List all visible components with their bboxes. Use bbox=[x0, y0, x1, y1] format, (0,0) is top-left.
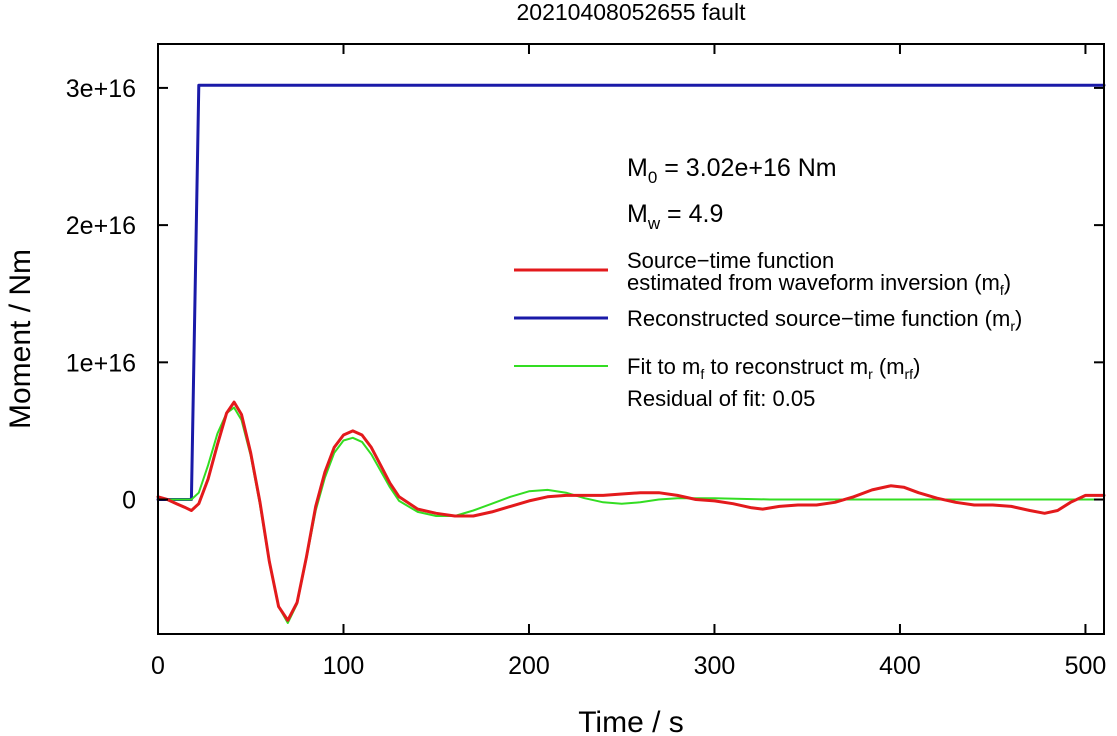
x-tick-label: 500 bbox=[1065, 652, 1107, 680]
m0-symbol: M bbox=[627, 154, 648, 182]
annotation-m0: M0 = 3.02e+16 Nm bbox=[627, 154, 837, 187]
mw-value: = 4.9 bbox=[660, 200, 723, 228]
legend-label-mf-line1: Source−time function bbox=[627, 248, 834, 273]
plot-frame bbox=[157, 43, 1105, 635]
x-tick-label: 300 bbox=[694, 652, 736, 680]
y-tick-label: 3e+16 bbox=[66, 75, 136, 103]
chart-title: 20210408052655 fault bbox=[517, 0, 747, 25]
y-tick-label: 1e+16 bbox=[66, 349, 136, 377]
svg-text:Mw = 4.9: Mw = 4.9 bbox=[627, 200, 723, 233]
mw-symbol: M bbox=[627, 200, 648, 228]
m0-value: = 3.02e+16 Nm bbox=[657, 154, 836, 182]
mw-subscript: w bbox=[647, 214, 661, 233]
y-tick-label: 2e+16 bbox=[66, 212, 136, 240]
y-tick-label: 0 bbox=[122, 487, 136, 515]
x-tick-label: 200 bbox=[508, 652, 550, 680]
x-axis-title: Time / s bbox=[578, 706, 684, 736]
x-tick-label: 100 bbox=[323, 652, 365, 680]
x-tick-label: 400 bbox=[879, 652, 921, 680]
annotation-mw: Mw = 4.9 bbox=[627, 200, 723, 233]
svg-text:M0 = 3.02e+16 Nm: M0 = 3.02e+16 Nm bbox=[627, 154, 837, 187]
legend-label-mf-line2: estimated from waveform inversion (mf) bbox=[627, 270, 1011, 298]
series-line-mf bbox=[156, 400, 1106, 622]
y-axis-title: Moment / Nm bbox=[4, 249, 37, 429]
m0-subscript: 0 bbox=[648, 168, 657, 187]
axis-ticks: 0 100 200 300 400 500 0 1e+16 2e+16 3e+16 bbox=[66, 44, 1107, 680]
legend: Source−time function estimated from wave… bbox=[514, 248, 1022, 411]
residual-annotation: Residual of fit: 0.05 bbox=[627, 386, 815, 411]
x-tick-label: 0 bbox=[151, 652, 165, 680]
legend-label-mr: Reconstructed source−time function (mr) bbox=[627, 306, 1022, 334]
series-layer bbox=[156, 83, 1106, 624]
legend-label-mrf: Fit to mf to reconstruct mr (mrf) bbox=[627, 354, 920, 382]
